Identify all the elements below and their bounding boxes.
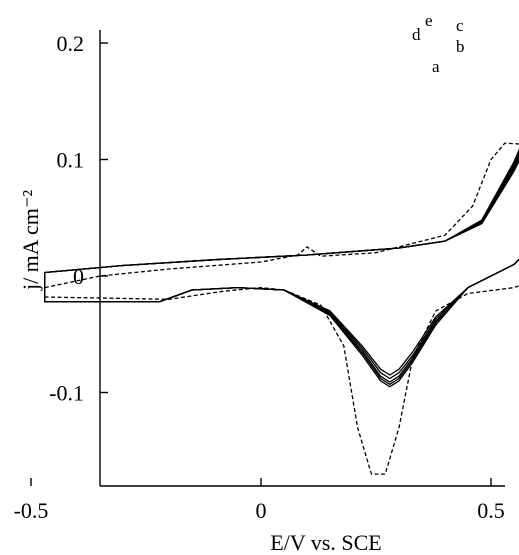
y-tick-label: 0.1 — [57, 148, 85, 173]
curve-label-d: d — [412, 25, 421, 44]
curve-label-a: a — [432, 57, 440, 76]
x-tick-label: 0.5 — [477, 498, 505, 523]
y-axis-title: j/ mA cm⁻² — [18, 190, 43, 292]
curve-d — [44, 151, 519, 385]
curve-label-b: b — [456, 37, 465, 56]
curve-labels-group: abc de — [412, 11, 465, 76]
y-tick-label: 0.2 — [57, 31, 85, 56]
y-tick-label: -0.1 — [49, 381, 84, 406]
curves-group — [44, 142, 519, 475]
curve-label-c: c — [456, 16, 464, 35]
dashed-curve — [44, 142, 519, 475]
curve-e — [44, 148, 519, 388]
x-tick-label: -0.5 — [14, 498, 49, 523]
y-ticks-group: -0.1 0 0.1 0.2 — [49, 31, 108, 406]
curve-a — [44, 159, 519, 376]
y-tick-label: 0 — [73, 264, 84, 289]
curve-label-e: e — [425, 11, 433, 30]
curve-b — [44, 156, 519, 380]
x-axis-title: E/V vs. SCE — [270, 530, 381, 555]
x-ticks-group: -0.500.51.0 — [14, 478, 505, 523]
curve-c — [44, 153, 519, 383]
x-tick-label: 0 — [256, 498, 267, 523]
